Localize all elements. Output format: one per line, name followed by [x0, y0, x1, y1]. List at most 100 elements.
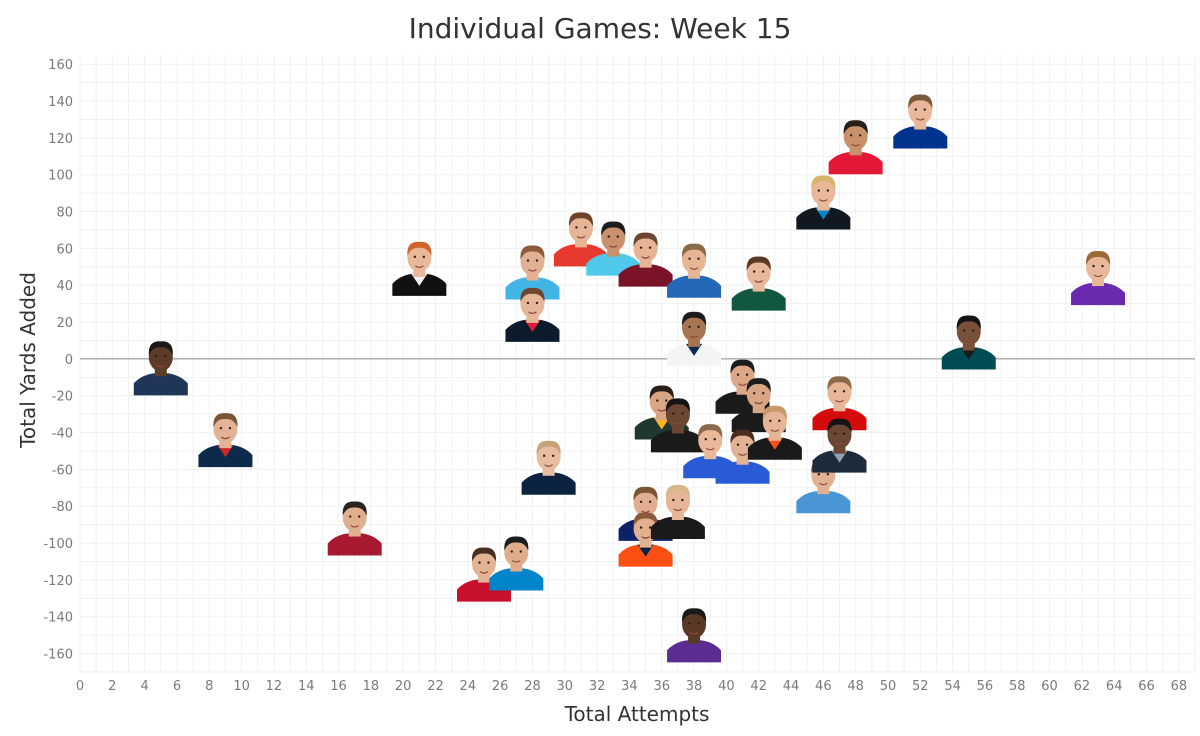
player-headshot-point[interactable]: [327, 501, 382, 556]
player-eye: [535, 259, 539, 262]
player-headshot-point[interactable]: [683, 424, 738, 479]
player-headshot-point[interactable]: [133, 341, 188, 396]
player-mouth: [528, 269, 537, 272]
player-headshot-point[interactable]: [893, 94, 948, 149]
player-face: [682, 245, 707, 274]
player-eye: [648, 500, 652, 504]
x-tick-label: 56: [977, 679, 994, 694]
x-tick-label: 2: [108, 679, 116, 694]
player-headshot-point[interactable]: [392, 241, 447, 296]
player-mouth: [608, 245, 618, 248]
player-jersey: [133, 373, 188, 396]
player-eye: [349, 515, 352, 518]
player-mouth: [754, 280, 764, 283]
player-neck: [752, 283, 765, 292]
player-neck: [574, 239, 587, 248]
player-face: [827, 378, 852, 407]
player-headshot-point[interactable]: [747, 405, 802, 460]
player-eye: [833, 390, 837, 393]
player-face: [601, 223, 626, 252]
player-mouth: [673, 421, 683, 425]
player-hair: [520, 287, 545, 302]
player-hair: [633, 486, 658, 501]
y-tick-label: 0: [65, 353, 73, 368]
player-eye: [817, 189, 821, 192]
player-headshot-point[interactable]: [667, 608, 722, 663]
player-headshot-point[interactable]: [521, 440, 576, 495]
player-hair: [681, 311, 707, 326]
player-eye: [219, 426, 223, 430]
player-eye: [155, 355, 158, 358]
player-hair: [827, 376, 852, 391]
player-neck: [688, 338, 701, 347]
player-neck: [914, 121, 927, 130]
player-eye: [672, 498, 675, 502]
player-headshot-point[interactable]: [489, 536, 544, 591]
player-face: [843, 122, 868, 151]
player-headshot-point[interactable]: [667, 243, 722, 298]
player-mouth: [835, 442, 844, 445]
player-headshot-point[interactable]: [586, 221, 641, 276]
player-headshot-point[interactable]: [505, 287, 560, 342]
player-headshot-point[interactable]: [505, 245, 560, 300]
player-face: [746, 380, 771, 409]
player-headshot-point[interactable]: [650, 484, 705, 539]
x-tick-label: 60: [1041, 679, 1058, 694]
player-eye: [817, 472, 821, 476]
player-face: [682, 610, 707, 639]
player-neck: [477, 574, 490, 583]
player-jersey: [715, 461, 770, 484]
x-tick-label: 68: [1171, 679, 1188, 694]
player-hair: [730, 429, 755, 444]
player-neck: [348, 528, 361, 537]
player-eye: [681, 498, 684, 502]
player-jersey: [618, 264, 673, 287]
player-hair: [504, 536, 529, 551]
player-eye: [413, 255, 417, 259]
player-mouth: [479, 571, 489, 574]
x-tick-label: 24: [460, 679, 477, 694]
player-hair: [827, 418, 852, 433]
player-headshot-point[interactable]: [1071, 251, 1126, 306]
player-headshot-point[interactable]: [618, 232, 673, 287]
player-headshot-point[interactable]: [650, 398, 705, 453]
player-mouth: [221, 436, 230, 440]
y-tick-label: 60: [56, 242, 73, 257]
x-tick-label: 40: [718, 679, 735, 694]
player-face: [956, 317, 981, 346]
player-eye: [639, 526, 643, 529]
player-eye: [704, 437, 707, 441]
player-eye: [688, 325, 691, 329]
player-neck: [671, 511, 684, 520]
player-mouth: [754, 401, 764, 405]
player-eye: [672, 412, 675, 415]
player-jersey: [667, 640, 722, 663]
player-headshot-point[interactable]: [812, 418, 867, 473]
player-neck: [607, 248, 620, 257]
player-eye: [842, 432, 846, 435]
player-eye: [688, 257, 691, 260]
player-hair: [746, 256, 771, 271]
player-eye: [963, 329, 966, 332]
player-eye: [752, 391, 756, 395]
player-eye: [1092, 264, 1095, 268]
player-headshot-point[interactable]: [731, 256, 786, 311]
player-mouth: [641, 510, 650, 513]
player-headshot-point[interactable]: [715, 429, 770, 484]
player-neck: [219, 440, 232, 449]
player-headshot-point[interactable]: [828, 120, 883, 175]
player-mouth: [770, 429, 780, 432]
player-neck: [510, 563, 523, 572]
player-headshot-point[interactable]: [198, 413, 253, 468]
player-headshot-point[interactable]: [667, 311, 722, 366]
player-hair: [746, 378, 771, 393]
player-hair: [843, 120, 868, 135]
player-headshot-point[interactable]: [796, 175, 851, 230]
player-mouth: [350, 525, 360, 528]
player-hair: [956, 315, 981, 330]
player-mouth: [705, 447, 715, 451]
player-hair: [681, 243, 707, 258]
player-headshot-point[interactable]: [941, 315, 996, 370]
x-tick-label: 58: [1009, 679, 1026, 694]
